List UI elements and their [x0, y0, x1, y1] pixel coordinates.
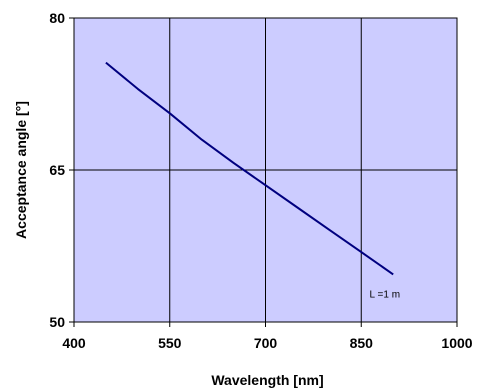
x-tick-label: 400: [62, 335, 86, 351]
y-tick-label: 50: [49, 314, 65, 330]
axis-ticks: [69, 17, 458, 327]
y-axis-title: Acceptance angle [°]: [13, 101, 29, 239]
grid-lines: [74, 18, 457, 322]
chart-annotation: L =1 m: [370, 290, 400, 301]
x-tick-labels: 400 550 700 850 1000: [62, 335, 472, 351]
x-tick-label: 850: [350, 335, 374, 351]
x-tick-label: 700: [254, 335, 278, 351]
series-group: [105, 61, 394, 276]
y-tick-label: 80: [49, 10, 65, 26]
y-tick-labels: 50 65 80: [49, 10, 65, 330]
x-tick-label: 1000: [441, 335, 472, 351]
series-line: [105, 61, 394, 276]
x-tick-label: 550: [158, 335, 182, 351]
x-axis-title: Wavelength [nm]: [211, 372, 323, 388]
y-tick-label: 65: [49, 162, 65, 178]
